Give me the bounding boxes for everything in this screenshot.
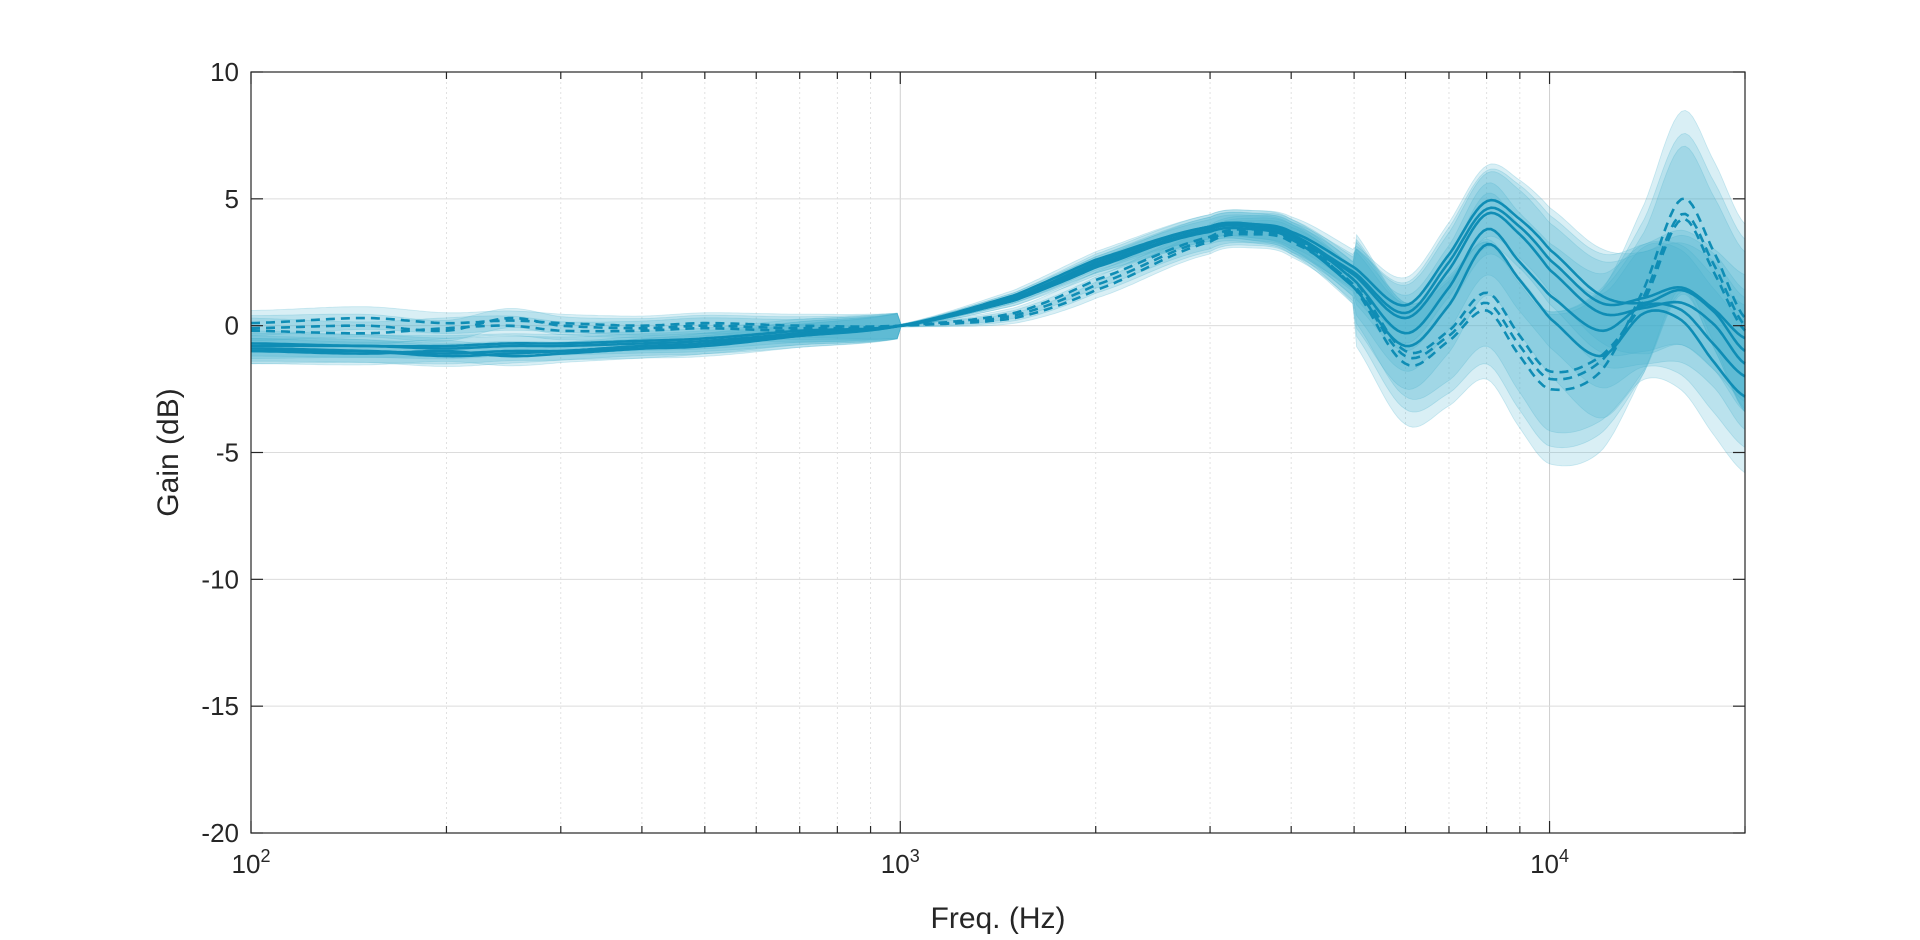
y-tick-label: -15: [201, 691, 239, 721]
series-line-solid: [251, 221, 1746, 378]
x-tick-label: 104: [1530, 846, 1569, 879]
x-axis-title: Freq. (Hz): [931, 902, 1066, 935]
series-line-dashed: [250, 217, 1746, 374]
series-line-solid: [250, 206, 1746, 348]
series-lines: [250, 197, 1747, 398]
y-tick-labels: 10 5 0 -5 -10 -15 -20: [201, 57, 239, 848]
series-line-solid: [250, 226, 1746, 398]
x-tick-label: 103: [881, 846, 920, 879]
confidence-bands: [250, 109, 1746, 474]
y-tick-label: 10: [210, 57, 239, 87]
x-tick-labels: 102 103 104: [232, 846, 1569, 879]
y-tick-label: -10: [201, 564, 239, 594]
axis-ticks: [250, 71, 1746, 834]
y-tick-label: 0: [225, 311, 239, 341]
x-tick-label: 102: [232, 846, 271, 879]
series-line-dashed: [251, 197, 1747, 392]
y-tick-label: 5: [225, 184, 239, 214]
y-tick-label: -20: [201, 818, 239, 848]
y-tick-label: -5: [216, 438, 239, 468]
series-line-dashed: [250, 212, 1747, 381]
y-axis-title: Gain (dB): [152, 388, 185, 516]
